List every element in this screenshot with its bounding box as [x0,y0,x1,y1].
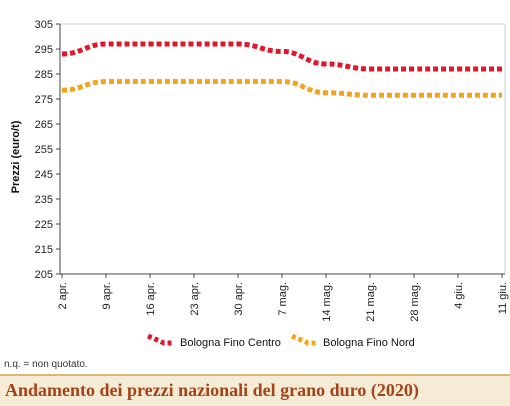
legend-swatch-1 [146,333,174,346]
x-tick-label: 30 apr. [233,282,245,316]
x-ticks: 2 apr. 9 apr. 16 apr. 23 apr. 30 apr. 7 mag. 1… [57,274,509,322]
series-line-1 [61,41,502,72]
x-tick-label: 7 mag. [277,282,289,316]
x-tick-label: 28 mag. [409,282,421,322]
y-tick-label: 275 [35,94,53,106]
y-tick-label: 255 [35,144,53,156]
chart-title: Andamento dei prezzi nazionali del grano… [5,380,419,400]
legend-label-2: Bologna Fino Nord [323,337,415,349]
line-chart: 205 215 225 235 245 255 265 275 285 295 305 2 apr.… [10,19,509,349]
x-tick-label: 16 apr. [145,282,157,316]
legend-label-1: Bologna Fino Centro [180,337,281,349]
axes [59,23,506,275]
x-tick-label: 2 apr. [57,282,69,310]
x-tick-label: 21 mag. [365,282,377,322]
x-tick-label: 23 apr. [189,282,201,316]
series-layer [61,41,502,98]
y-tick-label: 205 [35,269,53,281]
x-tick-label: 4 giu. [453,282,465,309]
y-ticks: 205 215 225 235 245 255 265 275 285 295 305 [35,19,60,281]
legend: Bologna Fino Centro Bologna Fino Nord [146,333,415,349]
y-tick-label: 215 [35,244,53,256]
series-line-2 [61,79,502,98]
y-tick-label: 265 [35,119,53,131]
title-bar: Andamento dei prezzi nazionali del grano… [0,374,510,406]
x-tick-label: 9 apr. [101,282,113,310]
y-tick-label: 285 [35,69,53,81]
chart-area: 205 215 225 235 245 255 265 275 285 295 305 2 apr.… [10,19,509,349]
legend-swatch-2 [290,333,318,346]
x-tick-label: 11 giu. [497,282,509,314]
y-tick-label: 245 [35,169,53,181]
y-tick-label: 305 [35,19,53,31]
x-tick-label: 14 mag. [321,282,333,322]
footnote: n.q. = non quotato. [4,359,88,370]
y-tick-label: 295 [35,44,53,56]
y-axis-label: Prezzi (euro/t) [10,120,22,193]
y-tick-label: 225 [35,219,53,231]
y-tick-label: 235 [35,194,53,206]
